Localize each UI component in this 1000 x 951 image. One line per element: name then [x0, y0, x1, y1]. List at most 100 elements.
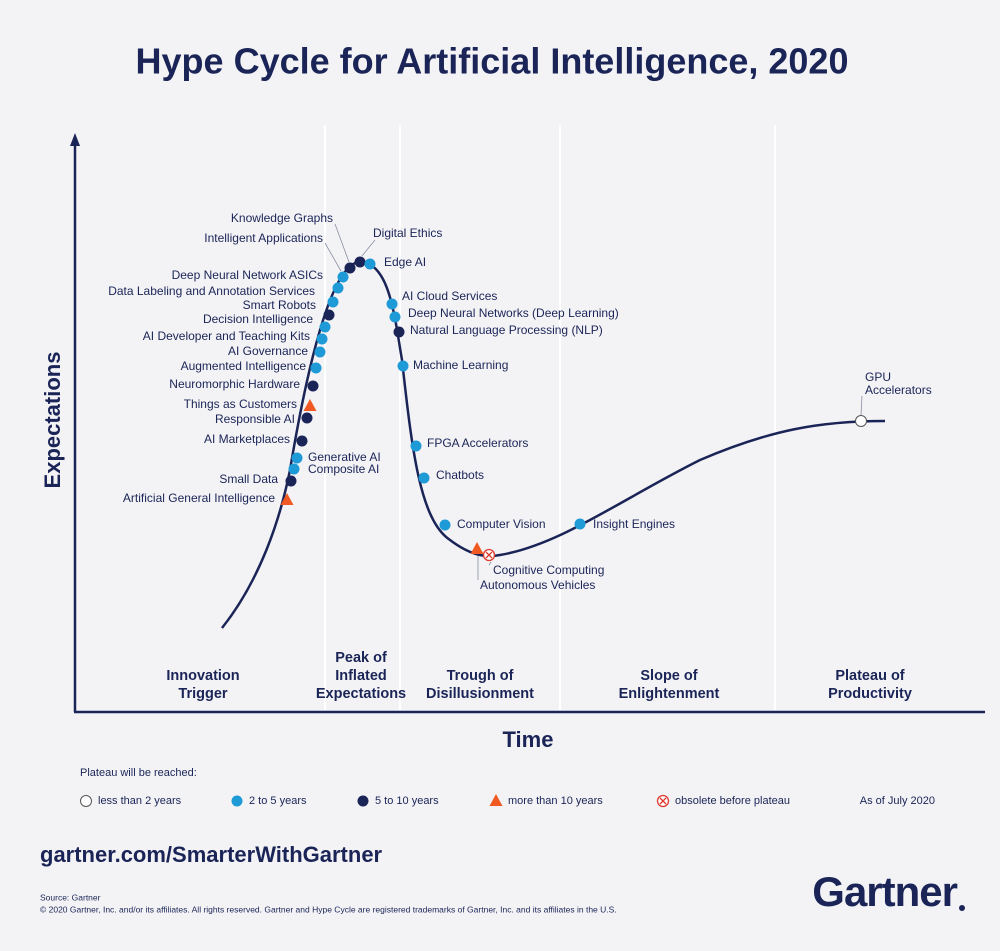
technology-label: FPGA Accelerators [427, 436, 528, 450]
marker-dark [344, 262, 356, 274]
marker-blue [439, 519, 451, 531]
technology-label: Data Labeling and Annotation Services [108, 284, 315, 298]
marker-blue [291, 452, 303, 464]
phase-label: Productivity [828, 686, 912, 702]
url: gartner.com/SmarterWithGartner [40, 842, 383, 867]
marker-dark [357, 795, 369, 807]
marker-blue [418, 472, 430, 484]
y-axis-label: Expectations [40, 352, 65, 489]
technology-label: Composite AI [308, 462, 379, 476]
source: Source: Gartner [40, 892, 101, 902]
technology-label: Small Data [219, 472, 278, 486]
marker-blue [386, 298, 398, 310]
marker-blue [319, 321, 331, 333]
axes [73, 140, 985, 714]
leader-line [361, 239, 376, 257]
marker-blue [397, 360, 409, 372]
title: Hype Cycle for Artificial Intelligence, … [136, 41, 849, 82]
legend: Plateau will be reached: less than 2 yea… [80, 767, 790, 808]
marker-blue [574, 518, 586, 530]
marker-blue [310, 362, 322, 374]
as-of: As of July 2020 [860, 795, 935, 807]
technology-label: Chatbots [436, 468, 484, 482]
phase-label: Plateau of [835, 668, 904, 684]
technology-label: AI Governance [228, 344, 308, 358]
marker-dark [307, 380, 319, 392]
technology-label: GPU [865, 370, 891, 384]
legend-label: 2 to 5 years [249, 795, 307, 807]
technology-label: Deep Neural Network ASICs [172, 268, 323, 282]
technology-label: Augmented Intelligence [181, 359, 307, 373]
technology-label: Intelligent Applications [204, 231, 323, 245]
phases: Innovation Trigger Peak of Inflated Expectat… [166, 650, 912, 702]
marker-white [855, 415, 867, 427]
marker-triangle [470, 542, 484, 554]
logo-dot [959, 905, 965, 911]
marker-dark [354, 256, 366, 268]
marker-blue [389, 311, 401, 323]
technology-label: Generative AI [308, 450, 381, 464]
phase-label: Innovation [166, 668, 239, 684]
technology-label: Deep Neural Networks (Deep Learning) [408, 306, 619, 320]
leader-line [324, 242, 342, 272]
technology-label: Artificial General Intelligence [123, 491, 275, 505]
marker-blue [332, 282, 344, 294]
marker-triangle [280, 493, 294, 505]
technology-label: Things as Customers [184, 397, 297, 411]
technology-label: Edge AI [384, 255, 426, 269]
technology-label: Autonomous Vehicles [480, 578, 595, 592]
legend-label: more than 10 years [508, 795, 603, 807]
marker-blue [288, 463, 300, 475]
legend-label: less than 2 years [98, 795, 182, 807]
marker-blue [337, 271, 349, 283]
marker-dark [296, 435, 308, 447]
technology-label: AI Developer and Teaching Kits [143, 329, 310, 343]
technology-label: Smart Robots [243, 298, 316, 312]
legend-label: obsolete before plateau [675, 795, 790, 807]
leader-line [488, 561, 492, 566]
marker-blue [327, 296, 339, 308]
leader-line [334, 223, 350, 263]
logo: Gartner [812, 868, 957, 915]
phase-label: Slope of [640, 668, 697, 684]
legend-title: Plateau will be reached: [80, 767, 197, 779]
x-axis-label: Time [503, 727, 554, 752]
technology-label: Computer Vision [457, 517, 546, 531]
marker-dark [301, 412, 313, 424]
axis-arrow [70, 133, 80, 146]
marker-blue [231, 795, 243, 807]
technology-label: Insight Engines [593, 517, 675, 531]
copyright: © 2020 Gartner, Inc. and/or its affiliat… [40, 904, 617, 914]
marker-blue [410, 440, 422, 452]
legend-label: 5 to 10 years [375, 795, 439, 807]
technology-label: Knowledge Graphs [231, 211, 333, 225]
marker-white [80, 795, 92, 807]
technology-label: Machine Learning [413, 358, 508, 372]
phase-dividers [324, 125, 776, 710]
technologies: Knowledge Graphs Intelligent Applications… [108, 211, 932, 592]
marker-obsolete-cross [485, 551, 493, 559]
phase-label: Peak of [335, 650, 387, 666]
technology-label: AI Cloud Services [402, 289, 497, 303]
technology-label: Decision Intelligence [203, 312, 313, 326]
marker-blue [364, 258, 376, 270]
phase-label: Expectations [316, 686, 406, 702]
technology-label: Digital Ethics [373, 226, 442, 240]
technology-label: Responsible AI [215, 412, 295, 426]
marker-dark [393, 326, 405, 338]
technology-label: Natural Language Processing (NLP) [410, 323, 603, 337]
marker-blue [316, 333, 328, 345]
marker-blue [314, 346, 326, 358]
technology-label: Cognitive Computing [493, 563, 604, 577]
marker-obsolete-cross [659, 797, 667, 805]
technology-label: Accelerators [865, 383, 932, 397]
marker-triangle [489, 794, 503, 806]
leader-line [860, 395, 863, 416]
phase-label: Enlightenment [619, 686, 720, 702]
technology-label: Neuromorphic Hardware [169, 377, 300, 391]
technology-label: AI Marketplaces [204, 432, 290, 446]
phase-label: Disillusionment [426, 686, 534, 702]
phase-label: Trough of [447, 668, 514, 684]
